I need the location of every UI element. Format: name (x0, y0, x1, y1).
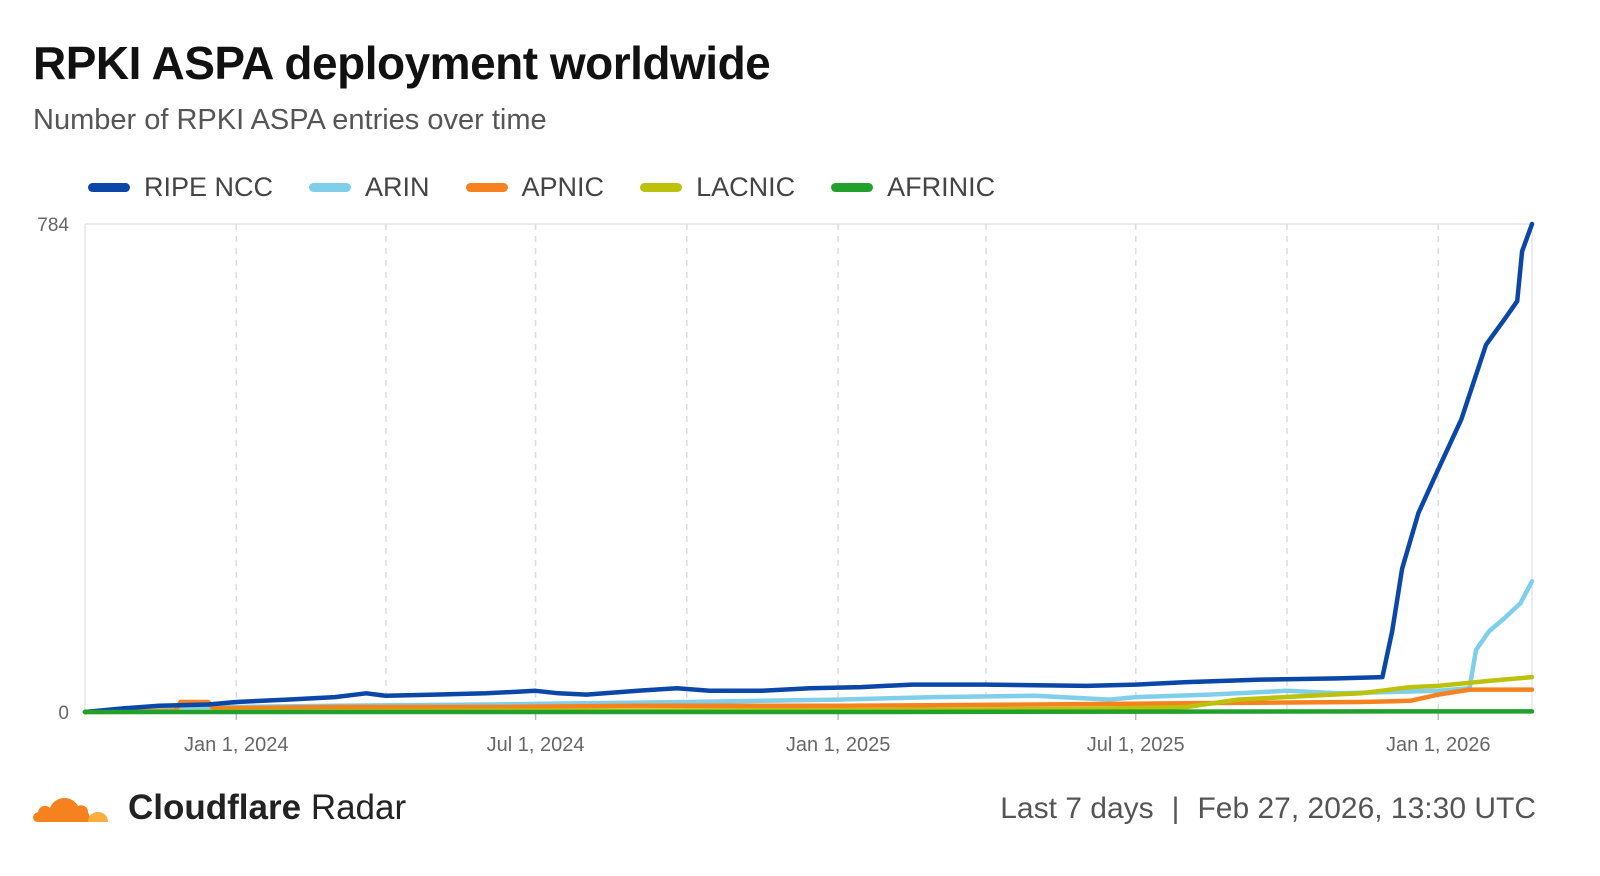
cloudflare-cloud-icon (33, 797, 108, 822)
chart-title: RPKI ASPA deployment worldwide (33, 37, 771, 89)
x-tick-label: Jul 1, 2025 (1087, 734, 1185, 756)
legend-swatch (831, 183, 874, 192)
legend-label: AFRINIC (887, 172, 996, 202)
legend-swatch (88, 183, 130, 192)
series-line-apnic (82, 687, 1535, 715)
legend-swatch (640, 183, 683, 192)
legend-swatch (309, 183, 352, 192)
legend-label: LACNIC (696, 172, 796, 202)
time-range-info: Last 7 days | Feb 27, 2026, 13:30 UTC (1000, 792, 1536, 826)
legend-label: RIPE NCC (144, 172, 274, 202)
time-range: Last 7 days (1000, 792, 1154, 825)
legend-swatch (465, 183, 508, 192)
timestamp: Feb 27, 2026, 13:30 UTC (1197, 792, 1536, 825)
brand-name: Cloudflare (128, 788, 302, 827)
y-tick-label: 784 (37, 215, 69, 236)
chart-subtitle: Number of RPKI ASPA entries over time (33, 104, 547, 136)
legend-label: ARIN (365, 172, 430, 202)
brand-product: Radar (310, 788, 407, 827)
series-line-ripe-ncc (82, 221, 1535, 715)
legend-label: APNIC (521, 172, 605, 202)
series-line-arin (82, 579, 1535, 715)
legend-item-ripe-ncc[interactable]: RIPE NCC (88, 172, 273, 203)
legend-item-lacnic[interactable]: LACNIC (640, 172, 795, 203)
x-tick-label: Jan 1, 2024 (184, 734, 289, 756)
series-line-afrinic (82, 709, 1535, 715)
x-tick-label: Jan 1, 2026 (1386, 734, 1491, 756)
legend-item-afrinic[interactable]: AFRINIC (831, 172, 995, 203)
line-chart: 0 784 Jan 1, 2024 Jul 1, 2024 Jan 1, 2025 Jul… (37, 215, 1535, 756)
x-tick-label: Jul 1, 2024 (487, 734, 585, 756)
separator: | (1171, 792, 1180, 825)
legend-item-apnic[interactable]: APNIC (465, 172, 605, 203)
y-tick-label: 0 (58, 703, 69, 724)
legend-item-arin[interactable]: ARIN (309, 172, 430, 203)
chart-legend: RIPE NCC ARIN APNIC LACNIC AFRINIC (88, 172, 1031, 203)
cloudflare-radar-brand: Cloudflare Radar (30, 788, 406, 828)
x-tick-label: Jan 1, 2025 (786, 734, 891, 756)
